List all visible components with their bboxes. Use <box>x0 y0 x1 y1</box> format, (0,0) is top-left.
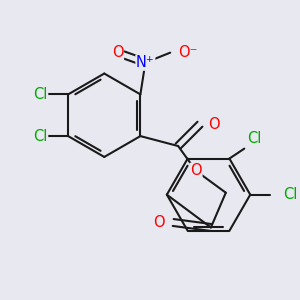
Text: Cl: Cl <box>33 87 47 102</box>
Text: Cl: Cl <box>33 129 47 144</box>
Text: Cl: Cl <box>247 131 261 146</box>
Text: O: O <box>112 45 123 60</box>
Text: N⁺: N⁺ <box>136 55 155 70</box>
Text: Cl: Cl <box>283 187 297 202</box>
Text: O: O <box>208 117 220 132</box>
Text: O: O <box>190 164 202 178</box>
Text: O: O <box>154 215 165 230</box>
Text: O⁻: O⁻ <box>178 45 197 60</box>
